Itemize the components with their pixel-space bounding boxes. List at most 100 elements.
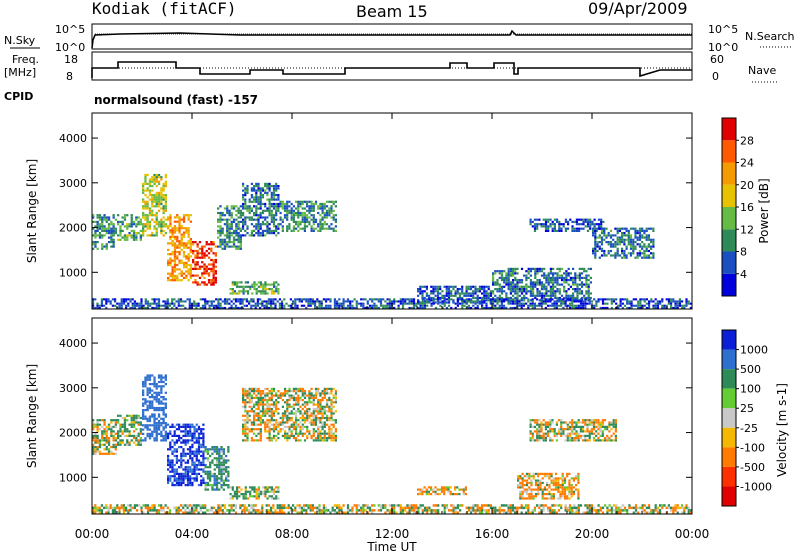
- heatmap-cell: [212, 276, 215, 279]
- heatmap-cell: [319, 425, 322, 428]
- heatmap-cell: [198, 283, 202, 286]
- heatmap-cell: [188, 298, 191, 301]
- heatmap-cell: [101, 234, 104, 237]
- heatmap-cell: [388, 298, 391, 301]
- heatmap-cell: [523, 488, 526, 491]
- heatmap-cell: [294, 302, 297, 305]
- heatmap-cell: [241, 306, 244, 309]
- heatmap-cell: [523, 290, 526, 293]
- heatmap-cell: [543, 292, 546, 295]
- heatmap-cell: [284, 432, 287, 435]
- heatmap-cell: [520, 288, 524, 291]
- heatmap-cell: [127, 298, 130, 301]
- heatmap-cell: [195, 423, 198, 426]
- heatmap-cell: [239, 245, 242, 248]
- heatmap-cell: [249, 486, 252, 489]
- heatmap-cell: [105, 218, 108, 221]
- heatmap-cell: [305, 300, 308, 303]
- heatmap-cell: [155, 306, 158, 309]
- heatmap-cell: [494, 270, 497, 273]
- heatmap-cell: [576, 292, 579, 295]
- heatmap-cell: [323, 423, 326, 426]
- heatmap-cell: [256, 300, 259, 303]
- heatmap-cell: [206, 470, 210, 473]
- heatmap-cell: [264, 202, 267, 206]
- heatmap-cell: [160, 304, 163, 307]
- heatmap-cell: [255, 198, 258, 201]
- heatmap-cell: [259, 187, 262, 190]
- heatmap-cell: [625, 229, 628, 232]
- heatmap-cell: [157, 415, 161, 418]
- heatmap-cell: [187, 268, 190, 271]
- heatmap-cell: [237, 223, 240, 226]
- heatmap-cell: [123, 416, 127, 420]
- heatmap-cell: [101, 227, 104, 230]
- heatmap-cell: [210, 267, 213, 270]
- heatmap-cell: [220, 479, 223, 482]
- heatmap-cell: [157, 402, 161, 405]
- heatmap-cell: [683, 306, 686, 309]
- heatmap-cell: [268, 187, 271, 190]
- heatmap-cell: [110, 446, 113, 449]
- heatmap-cell: [500, 296, 504, 300]
- heatmap-cell: [198, 252, 202, 255]
- heatmap-cell: [314, 387, 318, 390]
- heatmap-cell: [207, 263, 211, 266]
- heatmap-cell: [334, 218, 337, 221]
- heatmap-cell: [410, 298, 413, 301]
- heatmap-cell: [107, 423, 111, 426]
- heatmap-cell: [226, 209, 229, 212]
- heatmap-cell: [547, 227, 550, 230]
- heatmap-cell: [244, 414, 247, 417]
- heatmap-cell: [151, 306, 154, 309]
- heatmap-cell: [544, 229, 548, 232]
- heatmap-cell: [157, 409, 161, 412]
- heatmap-cell: [412, 300, 416, 303]
- heatmap-cell: [259, 493, 263, 496]
- heatmap-cell: [230, 306, 233, 309]
- colorbar-tick-label: 16: [740, 201, 754, 214]
- heatmap-cell: [200, 432, 203, 435]
- heatmap-cell: [264, 425, 267, 428]
- heatmap-cell: [286, 225, 289, 228]
- heatmap-cell: [105, 434, 108, 437]
- heatmap-cell: [434, 490, 437, 493]
- heatmap-cell: [171, 231, 174, 234]
- heatmap-cell: [689, 306, 692, 309]
- heatmap-cell: [164, 209, 167, 212]
- heatmap-cell: [476, 306, 479, 309]
- heatmap-cell: [117, 214, 120, 217]
- heatmap-cell: [549, 267, 552, 270]
- heatmap-cell: [206, 477, 210, 480]
- heatmap-cell: [462, 493, 465, 496]
- heatmap-cell: [187, 227, 190, 230]
- heatmap-cell: [553, 306, 556, 309]
- heatmap-cell: [114, 419, 117, 422]
- heatmap-cell: [126, 223, 129, 226]
- heatmap-cell: [257, 214, 260, 217]
- heatmap-cell: [148, 194, 152, 197]
- heatmap-cell: [323, 407, 326, 411]
- heatmap-cell: [355, 304, 358, 307]
- heatmap-cell: [157, 424, 161, 427]
- heatmap-cell: [629, 254, 633, 257]
- heatmap-cell: [685, 302, 688, 305]
- heatmap-cell: [237, 227, 240, 230]
- heatmap-cell: [223, 214, 227, 217]
- heatmap-cell: [297, 403, 300, 406]
- heatmap-cell: [443, 490, 446, 493]
- heatmap-cell: [259, 419, 262, 422]
- heatmap-cell: [560, 276, 564, 279]
- heatmap-cell: [327, 304, 330, 307]
- heatmap-cell: [593, 304, 596, 307]
- heatmap-cell: [346, 298, 350, 301]
- heatmap-cell: [492, 292, 495, 295]
- heatmap-cell: [173, 216, 177, 219]
- heatmap-cell: [616, 252, 619, 255]
- heatmap-cell: [96, 437, 99, 440]
- heatmap-cell: [312, 439, 315, 442]
- heatmap-cell: [320, 306, 323, 309]
- heatmap-cell: [235, 214, 238, 217]
- heatmap-cell: [294, 298, 297, 301]
- heatmap-cell: [248, 419, 251, 422]
